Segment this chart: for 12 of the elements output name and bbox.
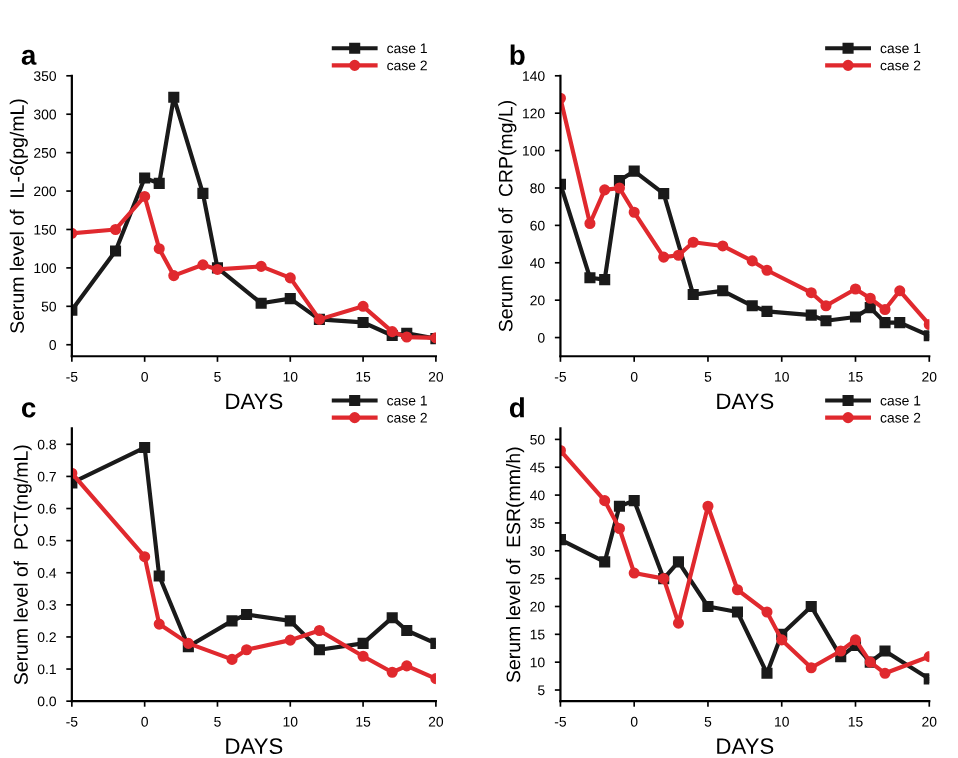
y-axis-title: Serum level of ESR(mm/h) [506, 447, 525, 683]
x-axis-title: DAYS [717, 738, 774, 755]
y-axis-title: Serum level of IL-6(pg/mL) [9, 99, 28, 333]
chart-title: a [21, 49, 37, 65]
chart-title: b [510, 44, 525, 65]
x-axis-title: DAYS [717, 393, 774, 410]
chart-title: d [509, 397, 524, 418]
x-axis-title: DAYS [226, 393, 283, 410]
y-axis-title: Serum level of CRP(mg/L) [498, 101, 517, 332]
x-axis-title: DAYS [226, 738, 283, 755]
y-axis-title: Serum level of PCT(ng/mL) [13, 445, 32, 685]
chart-title: c [21, 402, 36, 418]
